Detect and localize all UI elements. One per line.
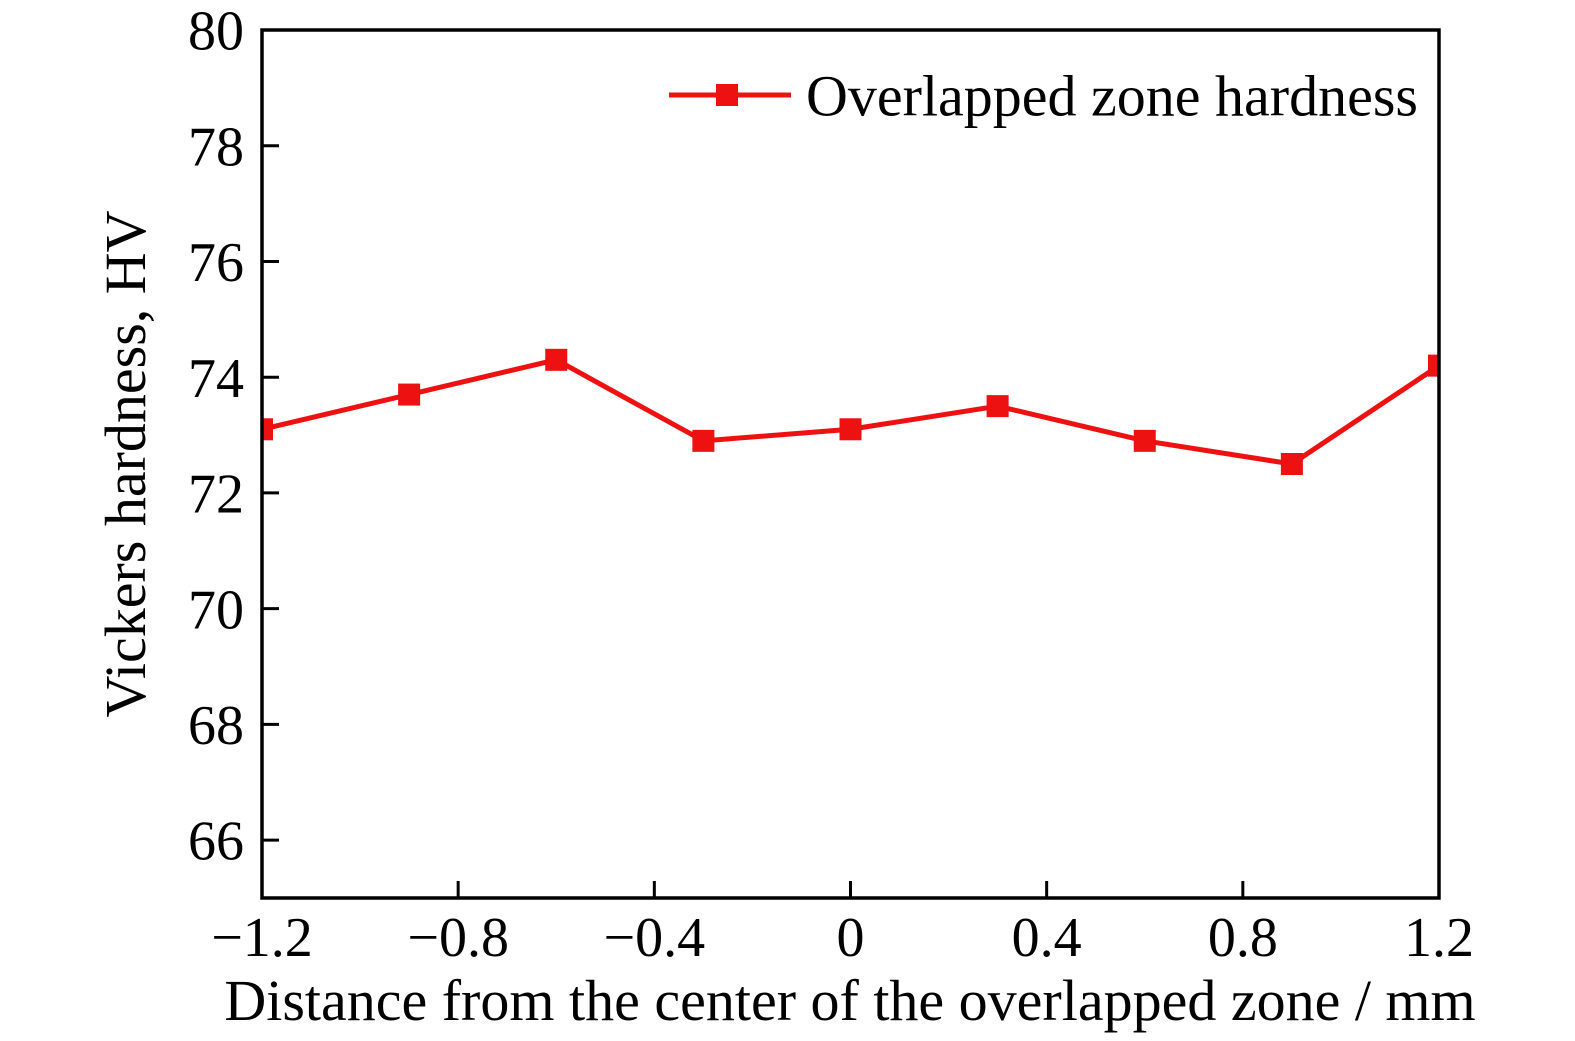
x-tick-label: 0.8: [1208, 907, 1278, 969]
data-point-marker: [692, 429, 715, 452]
x-tick-label: 0: [837, 907, 865, 969]
data-point-marker: [398, 383, 421, 406]
series-line: [262, 357, 1439, 467]
axis-tick-labels: −1.2 −0.8 −0.4 0 0.4 0.8 1.2 66 68 70 72 74 76 78 80: [188, 1, 1474, 969]
y-tick-label: 68: [188, 695, 244, 757]
y-tick-label: 78: [188, 116, 244, 178]
data-point-marker: [839, 418, 862, 441]
legend: Overlapped zone hardness: [669, 63, 1418, 128]
x-tick-label: −0.4: [604, 907, 706, 969]
axis-ticks: [260, 28, 1441, 898]
x-tick-label: −1.2: [211, 907, 313, 969]
data-point-marker: [545, 348, 568, 371]
data-point-marker: [262, 418, 273, 441]
x-axis-title: Distance from the center of the overlapp…: [224, 968, 1475, 1033]
y-axis-title: Vickers hardness, HV: [93, 210, 158, 717]
x-tick-label: −0.8: [407, 907, 509, 969]
x-tick-label: 1.2: [1404, 907, 1474, 969]
y-tick-label: 76: [188, 232, 244, 294]
y-tick-label: 66: [188, 811, 244, 873]
data-point-marker: [1133, 429, 1156, 452]
series-group: [262, 348, 1439, 475]
data-point-marker: [1428, 354, 1439, 377]
y-tick-label: 74: [188, 348, 244, 410]
data-point-marker: [1280, 453, 1303, 475]
legend-square-marker: [716, 84, 738, 106]
plot-frame: [260, 28, 1441, 900]
y-tick-label: 70: [188, 579, 244, 641]
x-tick-label: 0.4: [1012, 907, 1082, 969]
y-tick-label: 80: [188, 1, 244, 63]
y-tick-label: 72: [188, 464, 244, 526]
data-point-marker: [986, 395, 1009, 418]
legend-label: Overlapped zone hardness: [806, 63, 1418, 128]
